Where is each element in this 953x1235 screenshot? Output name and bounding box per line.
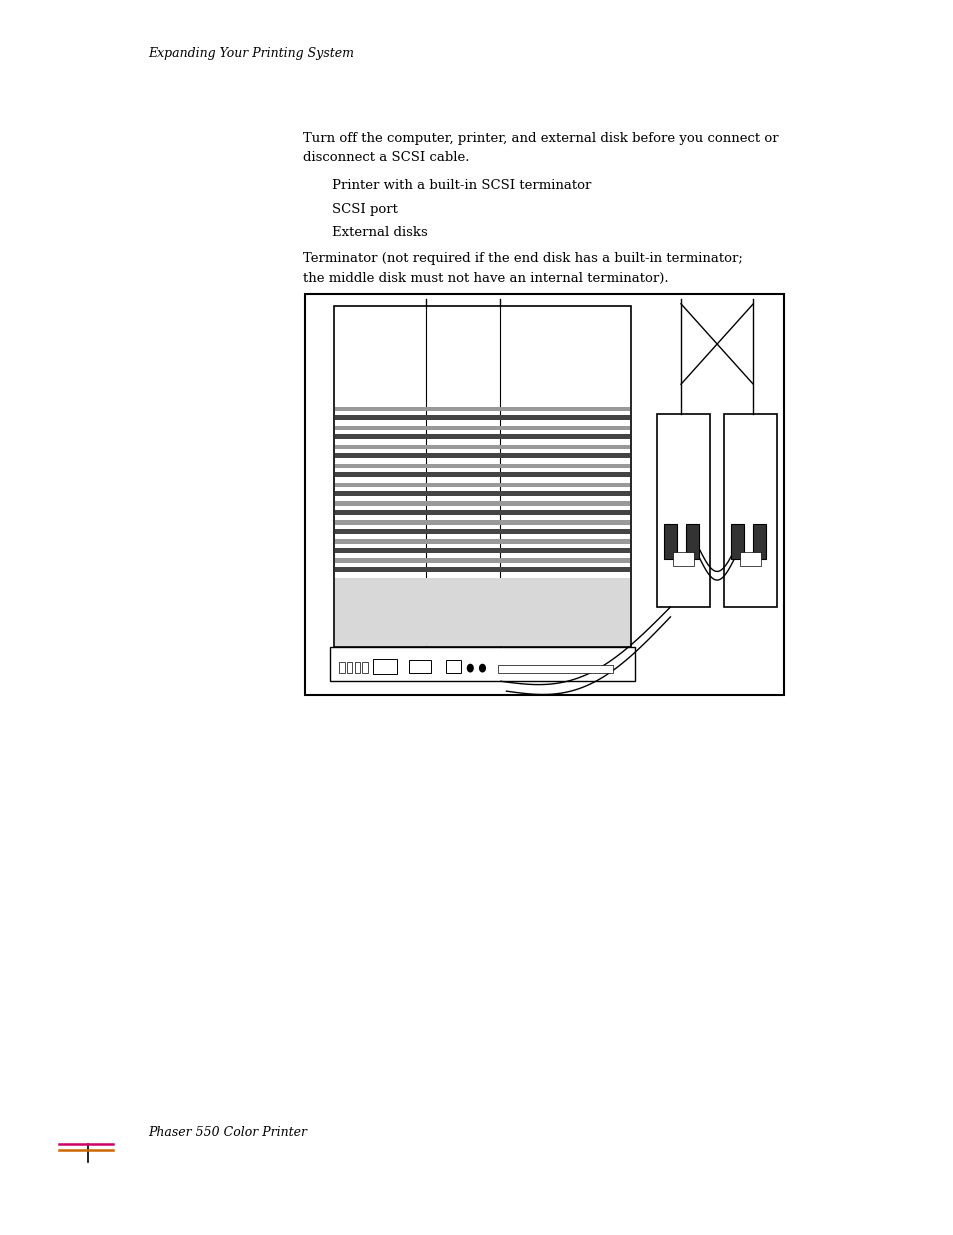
- Bar: [335, 472, 629, 477]
- Text: SCSI port: SCSI port: [332, 203, 397, 216]
- Bar: [730, 524, 743, 558]
- Bar: [373, 659, 396, 674]
- Bar: [445, 659, 460, 673]
- Bar: [335, 501, 629, 506]
- Text: Turn off the computer, printer, and external disk before you connect or: Turn off the computer, printer, and exte…: [303, 132, 779, 146]
- Circle shape: [467, 664, 473, 672]
- Bar: [335, 445, 629, 448]
- Bar: [330, 647, 634, 682]
- Bar: [355, 662, 360, 673]
- Bar: [335, 435, 629, 440]
- Bar: [335, 406, 629, 411]
- Text: the middle disk must not have an internal terminator).: the middle disk must not have an interna…: [303, 272, 668, 285]
- Text: Terminator (not required if the end disk has a built-in terminator;: Terminator (not required if the end disk…: [303, 252, 742, 266]
- Bar: [334, 306, 630, 647]
- Bar: [497, 666, 613, 673]
- Text: disconnect a SCSI cable.: disconnect a SCSI cable.: [303, 151, 470, 164]
- Bar: [362, 662, 368, 673]
- Bar: [753, 524, 765, 558]
- Bar: [663, 524, 676, 558]
- Bar: [335, 540, 629, 543]
- Bar: [335, 492, 629, 496]
- Bar: [335, 463, 629, 468]
- Bar: [335, 578, 629, 646]
- Bar: [335, 529, 629, 535]
- Bar: [740, 552, 760, 566]
- Bar: [409, 661, 430, 673]
- Bar: [339, 662, 344, 673]
- Bar: [347, 662, 352, 673]
- Bar: [335, 567, 629, 572]
- Text: Phaser 550 Color Printer: Phaser 550 Color Printer: [148, 1126, 307, 1140]
- Bar: [657, 415, 709, 608]
- Bar: [305, 294, 783, 695]
- Text: Expanding Your Printing System: Expanding Your Printing System: [148, 47, 354, 61]
- Circle shape: [479, 664, 485, 672]
- Bar: [335, 483, 629, 487]
- Bar: [335, 453, 629, 458]
- Bar: [335, 548, 629, 553]
- Bar: [335, 558, 629, 563]
- Bar: [685, 524, 699, 558]
- Text: External disks: External disks: [332, 226, 427, 240]
- Bar: [673, 552, 694, 566]
- Bar: [335, 415, 629, 420]
- Bar: [723, 415, 776, 608]
- Bar: [335, 520, 629, 525]
- Bar: [335, 426, 629, 430]
- Text: Printer with a built-in SCSI terminator: Printer with a built-in SCSI terminator: [332, 179, 591, 193]
- Bar: [335, 510, 629, 515]
